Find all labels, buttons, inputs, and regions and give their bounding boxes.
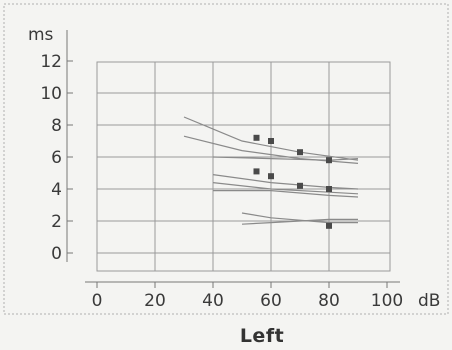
y-tick-labels: 0 2 4 6 8 10 12 <box>40 52 73 264</box>
x-tick-label: 0 <box>92 291 103 311</box>
y-tick-label: 2 <box>51 212 62 232</box>
data-point <box>297 149 303 156</box>
reference-curve <box>212 182 359 195</box>
data-point <box>326 157 332 164</box>
reference-curve <box>241 218 358 225</box>
data-point <box>326 222 332 229</box>
y-tick-label: 12 <box>40 52 62 72</box>
data-points <box>253 134 332 229</box>
x-tick-label: 60 <box>260 291 282 311</box>
reference-curves <box>183 116 359 225</box>
x-tick-label: 100 <box>371 291 403 311</box>
y-axis-unit: ms <box>28 25 54 45</box>
reference-curve <box>183 116 359 161</box>
reference-curve <box>241 212 358 224</box>
grid-border <box>96 61 391 272</box>
data-point <box>268 173 274 180</box>
data-point <box>253 168 260 175</box>
grid <box>66 30 400 283</box>
x-tick-label: 40 <box>202 291 224 311</box>
data-point <box>297 182 303 189</box>
y-tick-label: 4 <box>51 180 62 200</box>
reference-curve <box>213 190 359 198</box>
outer-frame <box>3 3 449 315</box>
data-point <box>326 186 332 192</box>
x-tick-label: 80 <box>318 291 340 311</box>
reference-curve <box>212 156 359 161</box>
y-tick-label: 6 <box>51 148 62 168</box>
data-point <box>253 134 260 141</box>
y-tick-label: 8 <box>51 116 62 136</box>
y-tick-label: 0 <box>51 244 62 264</box>
x-axis-unit: dB <box>418 291 440 311</box>
chart-title: Left <box>240 325 284 347</box>
x-tick-labels: 0 20 40 60 80 100 <box>92 282 403 311</box>
data-point <box>268 138 274 144</box>
reference-curve <box>212 174 359 190</box>
y-tick-label: 10 <box>40 84 62 104</box>
x-tick-label: 20 <box>144 291 166 311</box>
